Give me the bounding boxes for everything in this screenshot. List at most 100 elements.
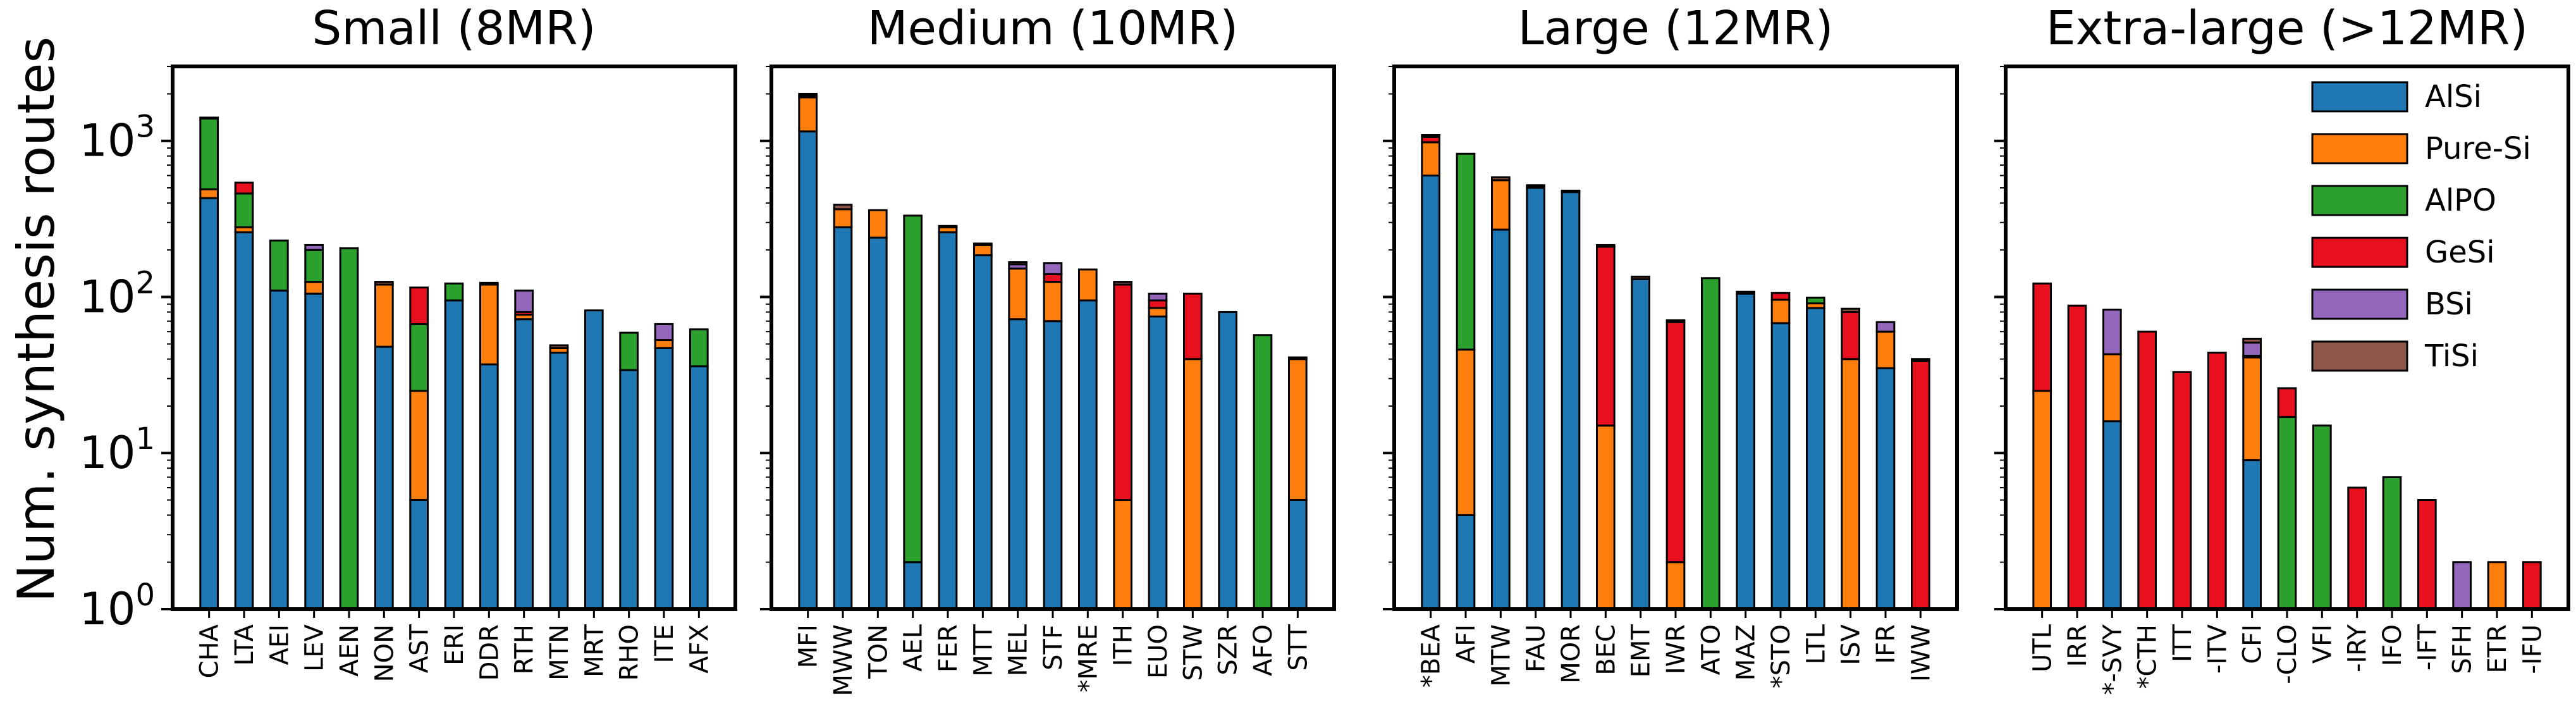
x-tick-label: *MRE	[1074, 624, 1103, 693]
bar-segment-alsi-MFI	[798, 130, 818, 610]
bar-segment-alsi-AEI	[269, 289, 289, 610]
panel-title: Small (8MR)	[312, 1, 596, 56]
panel-3: Large (12MR) *BEA AFI MTW FAU MOR BEC EMT IWR ATO…	[1383, 1, 1959, 688]
bar-segment-alpo-LTA	[234, 192, 254, 228]
bar-segment-alsi-AFX	[689, 365, 709, 610]
x-tick-label: NON	[370, 624, 399, 682]
bar-segment-pure-si-ISV	[1841, 358, 1860, 610]
bar-segment-pure-si-UTL	[2032, 390, 2052, 610]
bar-segment-gesi-STF	[1043, 273, 1063, 283]
y-tick-label: 102	[79, 265, 155, 323]
bar-segment-alsi-EUO	[1148, 315, 1168, 610]
bar-segment-alpo-AEN	[339, 247, 359, 610]
x-tick-label: -ITV	[2203, 624, 2232, 674]
x-tick-label: -IRY	[2343, 624, 2372, 672]
bar-segment-alsi-LTA	[234, 231, 254, 610]
x-tick-label: FAU	[1522, 624, 1551, 672]
x-tick-label: -IFU	[2518, 624, 2547, 674]
legend-swatch	[2311, 288, 2408, 320]
bar-segment-alsi-CFI	[2242, 459, 2262, 610]
bar-segment-alsi-AEL	[903, 561, 923, 610]
bar-segment-pure-si-MTW	[1491, 179, 1511, 231]
x-tick-label: IWW	[1906, 624, 1935, 682]
x-tick-label: ITE	[650, 624, 679, 664]
bar-segment-bsi-SVY	[2102, 308, 2122, 355]
panel-title: Medium (10MR)	[868, 1, 1239, 56]
x-tick-label: AEL	[899, 624, 928, 672]
bar-segment-alsi-ITE	[654, 347, 674, 610]
bar-segment-alpo-AFO	[1253, 334, 1273, 610]
x-tick-label: *CTH	[2133, 624, 2162, 689]
bar-segment-alsi-MAZ	[1736, 292, 1755, 610]
bar-segment-alsi-MEL	[1008, 318, 1028, 610]
panel-4: Extra-large (>12MR) UTL IRR *-SVY *CTH ITT -IT…	[1994, 1, 2570, 695]
bar-segment-alpo-CLO	[2277, 416, 2297, 610]
bar-segment-tisi-BEA	[1421, 133, 1440, 138]
x-tick-label: VFI	[2308, 624, 2337, 664]
bar-segment-tisi-CHA	[199, 116, 219, 120]
bar-segment-pure-si-MRE	[1078, 268, 1098, 302]
bar-segment-tisi-ITH	[1113, 281, 1133, 286]
bar-segment-gesi-ITH	[1113, 283, 1133, 502]
bar-segment-pure-si-MFI	[798, 96, 818, 133]
bar-segment-pure-si-SVY	[2102, 353, 2122, 423]
bar-segment-alsi-STT	[1288, 499, 1308, 610]
x-tick-label: AEI	[265, 624, 294, 665]
bar-segment-tisi-EMT	[1631, 275, 1650, 280]
bar-segment-alsi-LEV	[304, 292, 324, 610]
x-tick-label: IWR	[1662, 624, 1691, 674]
bar-segment-pure-si-CFI	[2242, 356, 2262, 462]
legend-label: AlPO	[2425, 183, 2496, 218]
bar-segment-pure-si-ITE	[654, 339, 674, 349]
x-tick-label: TON	[864, 624, 893, 679]
bar-segment-alsi-MTN	[549, 351, 569, 610]
bar-segment-pure-si-BEC	[1596, 424, 1616, 610]
x-tick-label: STT	[1284, 624, 1313, 670]
legend-swatch	[2311, 81, 2408, 113]
legend-swatch	[2311, 185, 2408, 216]
bar-segment-alsi-STF	[1043, 320, 1063, 610]
bar-segment-gesi-AST	[409, 287, 429, 325]
x-tick-label: SFH	[2448, 624, 2477, 674]
bar-segment-bsi-RTH	[514, 289, 534, 313]
x-tick-label: STW	[1179, 624, 1208, 681]
x-tick-label: MEL	[1004, 624, 1033, 676]
bar-segment-gesi-STO	[1770, 292, 1791, 301]
plot-frame	[770, 65, 1336, 611]
legend-label: AlSi	[2425, 79, 2482, 114]
panel-title: Large (12MR)	[1518, 1, 1834, 56]
bar-segment-tisi-STT	[1288, 356, 1308, 361]
bar-segment-alsi-FER	[938, 231, 958, 610]
legend-swatch	[2311, 340, 2408, 372]
x-tick-label: DDR	[475, 624, 504, 681]
bar-segment-tisi-MEL	[1008, 261, 1028, 266]
bar-segment-gesi-STW	[1183, 292, 1203, 361]
bar-segment-alsi-LTL	[1806, 307, 1825, 610]
x-tick-label: AST	[405, 624, 434, 673]
x-tick-label: LEV	[300, 624, 329, 672]
bar-segment-alpo-LTL	[1806, 297, 1825, 305]
x-tick-label: IRR	[2063, 624, 2092, 667]
x-tick-label: IFO	[2378, 624, 2407, 666]
x-tick-label: ITH	[1109, 624, 1138, 666]
bar-segment-alsi-STO	[1770, 322, 1791, 610]
bar-segment-tisi-NON	[374, 281, 394, 286]
bar-segment-pure-si-STF	[1043, 281, 1063, 323]
bar-segment-bsi-STF	[1043, 262, 1063, 275]
bar-segment-alpo-AEI	[269, 239, 289, 292]
bar-segment-alsi-MTT	[973, 254, 993, 610]
legend-label: BSi	[2425, 287, 2473, 322]
x-tick-label: *STO	[1767, 624, 1796, 688]
legend-label: Pure-Si	[2425, 131, 2531, 166]
bar-segment-alsi-MOR	[1561, 191, 1581, 610]
x-tick-label: AFX	[685, 624, 714, 674]
x-tick-label: RHO	[615, 624, 644, 681]
bar-segment-alsi-IFR	[1875, 367, 1896, 610]
x-tick-label: RTH	[510, 624, 539, 674]
bar-segment-alsi-TON	[868, 237, 888, 610]
bar-segment-tisi-MWW	[833, 204, 853, 211]
bar-segment-tisi-DDR	[479, 281, 499, 286]
bar-segment-tisi-IWR	[1665, 319, 1686, 323]
bar-segment-pure-si-CHA	[199, 188, 219, 199]
